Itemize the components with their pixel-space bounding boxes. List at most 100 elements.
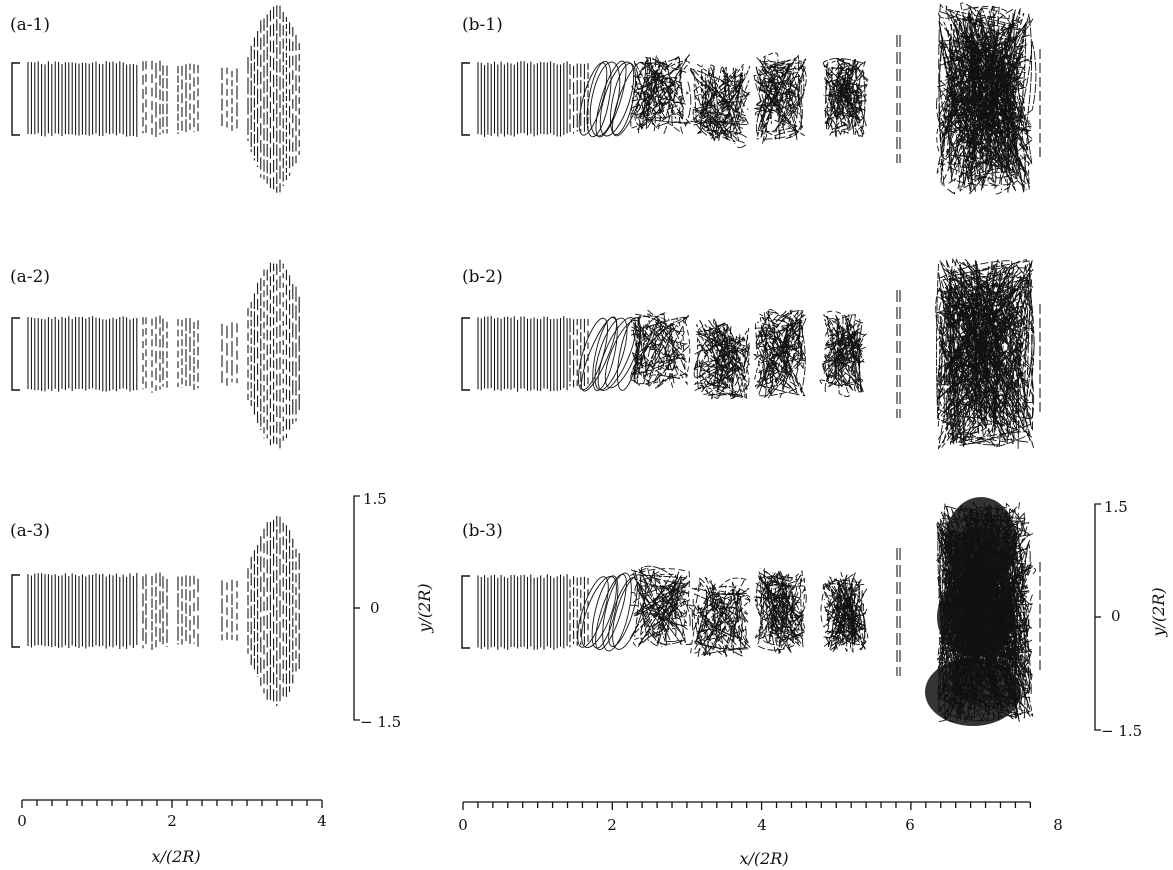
vortex-wisp	[757, 311, 806, 397]
vortex-wisp	[834, 331, 862, 393]
vortex-wisp	[631, 314, 665, 380]
vortex-wisp	[952, 259, 1027, 399]
vortex-wisp	[703, 587, 751, 611]
vortex-wisp	[630, 64, 657, 119]
vortex-wisp	[690, 588, 751, 654]
vortex-wisp	[953, 9, 1025, 185]
vortex-wisp	[761, 310, 804, 385]
helical-loop	[586, 60, 612, 138]
vortex-wisp	[713, 318, 749, 373]
vortex-wisp	[632, 330, 659, 386]
vortex-wisp	[947, 348, 988, 393]
vortex-wisp	[630, 312, 666, 381]
vortex-wisp	[642, 323, 688, 363]
vortex-wisp	[938, 10, 1031, 135]
vortex-wisp	[943, 79, 989, 123]
vortex-wisp	[939, 276, 982, 446]
vortex-wisp	[948, 43, 1029, 179]
vortex-wisp	[732, 608, 750, 654]
vortex-wisp	[823, 78, 867, 138]
vortex-wisp	[825, 571, 864, 631]
helical-loop	[578, 62, 608, 136]
vortex-wisp	[830, 579, 862, 645]
vortex-wisp	[766, 570, 796, 646]
vortex-wisp	[640, 602, 679, 648]
vortex-wisp	[638, 568, 679, 647]
panel-label-b1: (b-1)	[462, 15, 503, 35]
vortex-wisp	[650, 585, 686, 643]
vortex-wisp	[939, 283, 995, 424]
vortex-wisp	[693, 64, 738, 142]
vortex-wisp	[629, 586, 688, 624]
vortex-wisp	[950, 23, 1004, 159]
vortex-wisp	[755, 63, 804, 140]
helical-loop	[595, 573, 627, 651]
vortex-wisp	[693, 326, 745, 387]
vortex-wisp	[753, 590, 805, 651]
helical-loop	[595, 60, 627, 138]
vortex-wisp	[637, 588, 687, 647]
vortex-wisp	[696, 579, 735, 656]
left-x-tick-label: 2	[167, 812, 177, 830]
helical-loop	[580, 316, 618, 392]
vortex-wisp	[754, 75, 801, 135]
helical-loop	[591, 575, 619, 649]
vortex-wisp	[695, 319, 739, 400]
vortex-wisp	[981, 64, 1031, 139]
vortex-wisp	[760, 571, 789, 647]
vortex-wisp	[707, 339, 746, 399]
vortex-wisp	[699, 77, 746, 125]
vortex-wisp	[830, 65, 868, 138]
vortex-wisp	[696, 336, 742, 396]
vortex-wisp	[699, 326, 751, 369]
panel-a3-streaklines	[11, 515, 300, 707]
vortex-wisp	[757, 314, 800, 397]
helical-loop	[597, 317, 637, 391]
vortex-wisp	[696, 324, 740, 379]
vortex-wisp	[939, 12, 1026, 132]
vortex-wisp	[758, 571, 806, 640]
vortex-wisp	[952, 18, 1032, 181]
vortex-wisp	[645, 317, 691, 388]
vortex-wisp	[693, 319, 730, 391]
vortex-wisp	[760, 65, 798, 141]
vortex-wisp	[761, 65, 805, 131]
vortex-wisp	[696, 327, 743, 390]
vortex-wisp	[964, 13, 1033, 195]
right-y-axis-label: y/(2R)	[1149, 587, 1168, 637]
vortex-wisp	[940, 13, 985, 184]
helical-loop	[581, 575, 617, 649]
vortex-wisp	[696, 331, 746, 368]
vortex-wisp	[827, 586, 843, 624]
right-x-tick-label: 6	[905, 816, 915, 834]
panel-b3-streaklines	[461, 497, 1041, 726]
right-y-tick-label: 0	[1111, 607, 1121, 625]
vortex-wisp	[822, 583, 861, 614]
vortex-wisp	[830, 577, 867, 651]
vortex-wisp	[637, 316, 684, 370]
vortex-wisp	[831, 61, 870, 92]
vortex-wisp	[689, 67, 750, 133]
vortex-wisp	[941, 264, 1019, 448]
vortex-wisp	[692, 598, 710, 657]
vortex-wisp	[693, 322, 729, 393]
vortex-wisp	[936, 261, 1029, 400]
vortex-wisp	[962, 7, 991, 188]
vortex-wisp	[761, 56, 804, 103]
vortex-wisp	[951, 18, 1019, 139]
vortex-wisp	[635, 68, 690, 116]
vortex-wisp	[943, 16, 1031, 124]
vortex-wisp	[757, 309, 793, 387]
vortex-wisp	[969, 288, 1032, 405]
vortex-wisp	[826, 582, 858, 641]
vortex-wisp	[689, 95, 748, 126]
vortex-wisp	[833, 574, 850, 644]
vortex-wisp	[971, 266, 1033, 422]
vortex-wisp	[759, 58, 807, 139]
panel-b1-streaklines	[461, 2, 1041, 195]
vortex-wisp	[941, 34, 1025, 186]
panel-b2-streaklines	[461, 258, 1041, 450]
vortex-wisp	[936, 360, 988, 444]
vortex-wisp	[701, 328, 746, 387]
